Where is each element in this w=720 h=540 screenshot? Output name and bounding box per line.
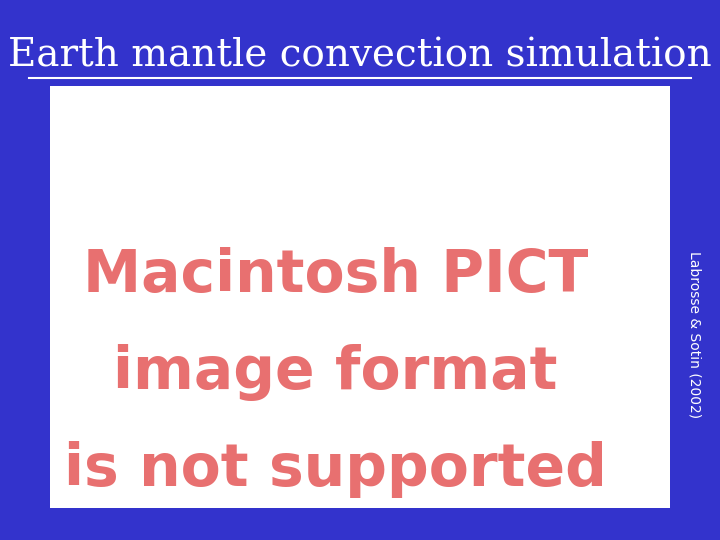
Text: Macintosh PICT: Macintosh PICT bbox=[83, 247, 588, 304]
Text: Earth mantle convection simulation: Earth mantle convection simulation bbox=[8, 38, 712, 75]
Bar bbox=[50, 86, 670, 508]
Text: Labrosse & Sotin (2002): Labrosse & Sotin (2002) bbox=[688, 251, 702, 418]
Text: image format: image format bbox=[113, 344, 557, 401]
Text: is not supported: is not supported bbox=[64, 441, 607, 498]
